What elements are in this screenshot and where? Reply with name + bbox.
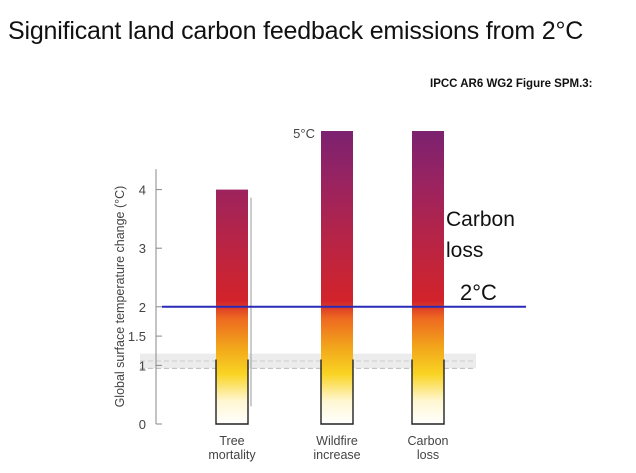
source-note: IPCC AR6 WG2 Figure SPM.3:: [430, 78, 593, 90]
slide-title: Significant land carbon feedback emissio…: [8, 17, 584, 45]
y-tick-label: 3: [139, 241, 146, 256]
y-tick-label: 1.5: [128, 329, 146, 344]
bar-top-label: 5°C: [293, 126, 315, 141]
y-tick-label: 4: [139, 183, 146, 198]
y-tick-label: 0: [139, 417, 146, 432]
bar-1: [321, 131, 353, 424]
bar-outline-0: [215, 359, 249, 425]
threshold-label: 2°C: [460, 280, 497, 305]
category-label-2: Carbon loss: [408, 434, 449, 462]
y-tick-label: 2: [139, 300, 146, 315]
bar-2: [412, 131, 444, 424]
y-axis-title: Global surface temperature change (°C): [113, 186, 127, 408]
threshold-layer: 2°C: [162, 280, 526, 308]
bar-outline-1: [320, 359, 354, 425]
bar-outline-2: [411, 359, 445, 425]
category-label-0: Tree mortality: [208, 434, 256, 462]
label-layer: Tree mortality Wildfire increase Carbon loss 5…: [208, 126, 515, 462]
category-label-1: Wildfire increase: [313, 434, 360, 462]
annotation-label: Carbon loss: [446, 208, 515, 262]
y-axis: 0 1 1.5 2 3 4 Global surface temperature chang…: [113, 169, 162, 432]
y-tick-label: 1: [139, 358, 146, 373]
bar-layer: [215, 131, 445, 425]
